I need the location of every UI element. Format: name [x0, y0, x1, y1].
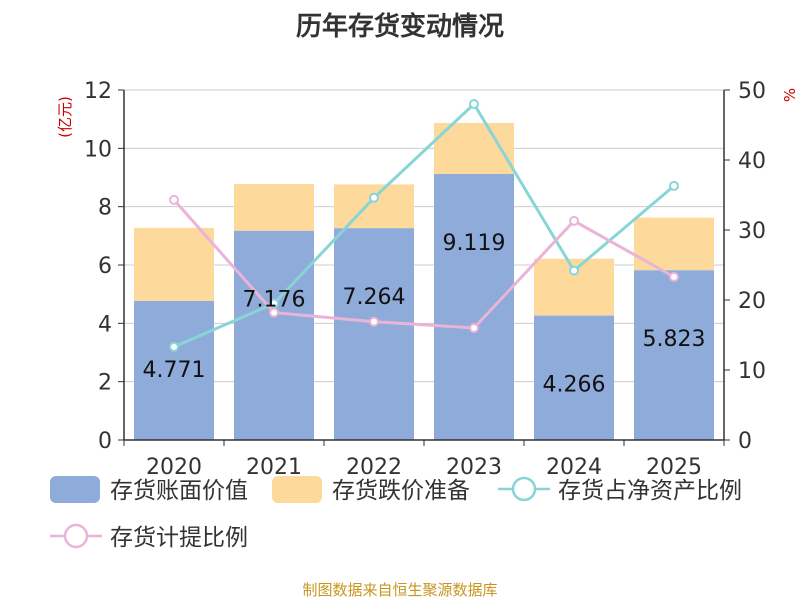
left-tick-label: 2: [98, 371, 112, 396]
x-tick-label: 2022: [346, 455, 402, 480]
point-provision-ratio: [569, 215, 579, 226]
x-tick-label: 2021: [246, 455, 302, 480]
point-net-asset-ratio: [469, 99, 479, 109]
data-label-book-value: 5.823: [643, 327, 706, 352]
left-tick-label: 8: [98, 196, 112, 221]
right-axis-title: %: [781, 88, 799, 102]
axis-layer: 0 2 4 6 8 10 12 0 10 20 30 40 50 2020 2021 2022 2023 2024…: [56, 79, 799, 480]
legend-swatch: [50, 476, 100, 503]
bar-impairment-provision: [134, 227, 214, 301]
point-net-asset-ratio: [569, 265, 579, 276]
label-layer: 4.771 7.176 7.264 9.119 4.266 5.823: [143, 231, 706, 398]
bar-book-value: [634, 270, 714, 440]
bar-book-value: [234, 230, 314, 440]
right-tick-label: 40: [738, 149, 766, 174]
bar-impairment-provision: [334, 184, 414, 229]
line-provision-ratio: [172, 198, 675, 330]
x-tick-label: 2024: [546, 455, 602, 480]
right-tick-label: 30: [738, 219, 766, 244]
point-net-asset-ratio: [669, 180, 679, 191]
point-provision-ratio: [169, 194, 179, 205]
data-label-book-value: 7.176: [243, 288, 306, 313]
right-tick-label: 0: [738, 429, 752, 454]
data-label-book-value: 9.119: [443, 231, 506, 256]
bar-layer: [134, 122, 714, 440]
x-tick-label: 2020: [146, 455, 202, 480]
line-net-asset-ratio: [173, 101, 675, 349]
bar-book-value: [434, 174, 514, 440]
x-tick-label: 2025: [646, 455, 702, 480]
bar-book-value: [534, 315, 614, 440]
point-provision-ratio: [369, 316, 379, 327]
data-label-book-value: 4.771: [143, 358, 206, 383]
bar-book-value: [134, 300, 214, 440]
point-provision-ratio: [269, 307, 279, 318]
right-tick-label: 20: [738, 289, 766, 314]
left-tick-label: 6: [98, 254, 112, 279]
point-net-asset-ratio: [269, 298, 279, 309]
chart-title: 历年存货变动情况: [295, 12, 504, 42]
x-tick-label: 2023: [446, 455, 502, 480]
left-tick-label: 10: [84, 137, 112, 162]
data-label-book-value: 7.264: [343, 285, 406, 310]
left-tick-label: 12: [84, 79, 112, 104]
legend-label: 存货占净资产比例: [558, 478, 742, 504]
point-provision-ratio: [669, 271, 679, 282]
right-tick-label: 50: [738, 79, 766, 104]
bar-book-value: [334, 228, 414, 440]
line-layer: [169, 99, 679, 352]
legend-marker: [511, 476, 537, 502]
legend-label: 存货账面价值: [110, 478, 248, 504]
point-net-asset-ratio: [369, 192, 379, 203]
left-tick-label: 4: [98, 312, 112, 337]
legend-label: 存货跌价准备: [332, 478, 470, 504]
data-label-book-value: 4.266: [543, 373, 606, 398]
source-note: 制图数据来自恒生聚源数据库: [302, 581, 498, 599]
legend-swatch: [272, 476, 322, 503]
legend-label: 存货计提比例: [110, 525, 248, 551]
point-net-asset-ratio: [169, 341, 179, 352]
right-tick-label: 10: [738, 359, 766, 384]
legend-marker: [63, 523, 89, 549]
left-axis-title: (亿元): [56, 96, 74, 138]
point-provision-ratio: [469, 323, 479, 333]
bar-impairment-provision: [234, 184, 314, 231]
left-tick-label: 0: [98, 429, 112, 454]
